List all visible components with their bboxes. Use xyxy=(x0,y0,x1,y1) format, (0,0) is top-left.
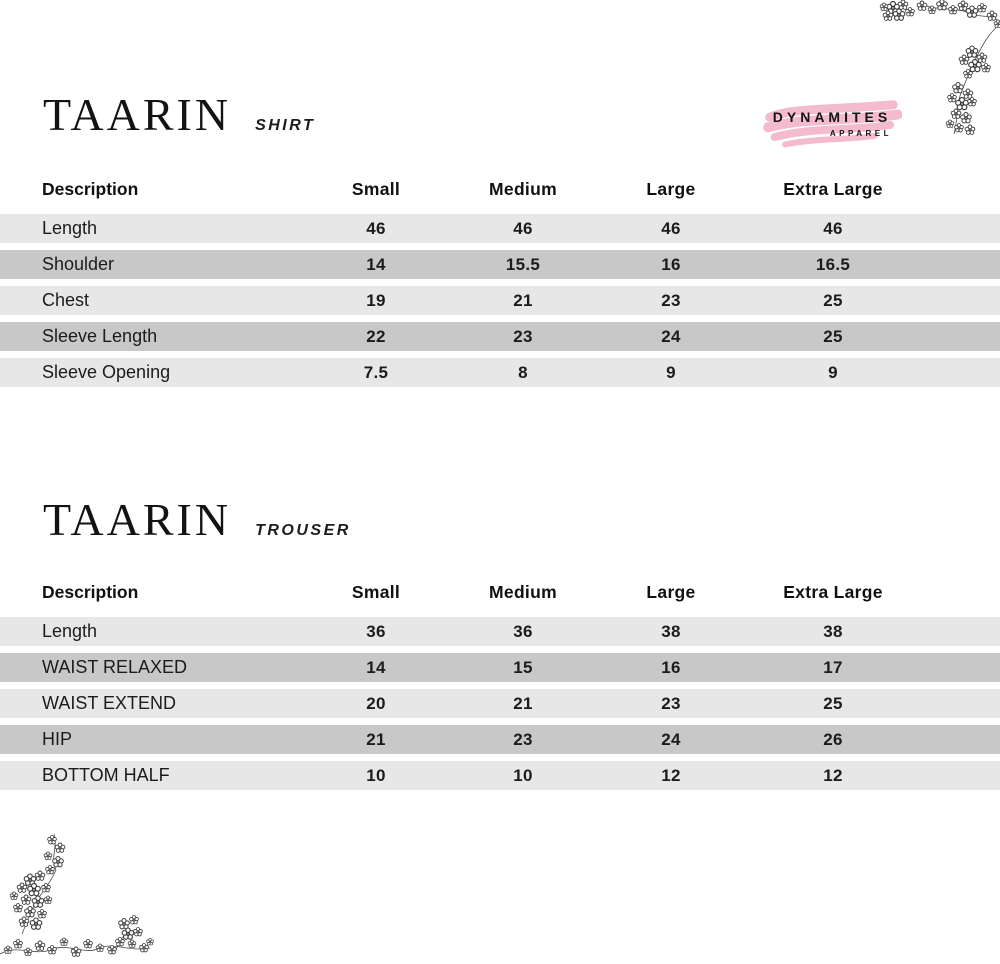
cell-large: 23 xyxy=(661,693,681,713)
cell-large: 16 xyxy=(661,254,681,274)
column-header-small: Small xyxy=(351,581,401,602)
cell-extra-large: 17 xyxy=(823,657,843,677)
cell-medium: 36 xyxy=(513,621,533,641)
trouser-table-header: Description Small Medium Large Extra Lar… xyxy=(0,579,1000,605)
row-label: WAIST EXTEND xyxy=(42,693,177,713)
cell-large: 12 xyxy=(661,765,681,785)
row-label: HIP xyxy=(42,729,73,749)
cell-extra-large: 26 xyxy=(823,729,843,749)
table-row: Shoulder 14 15.5 16 16.5 xyxy=(0,250,1000,279)
section-title-shirt: TAARIN SHIRT xyxy=(43,92,315,138)
garment-subtitle: SHIRT xyxy=(255,117,316,134)
column-header-small: Small xyxy=(351,178,401,199)
table-row: HIP 21 23 24 26 xyxy=(0,725,1000,754)
cell-extra-large: 46 xyxy=(823,218,843,238)
cell-medium: 21 xyxy=(513,693,533,713)
row-label: WAIST RELAXED xyxy=(42,657,188,677)
cell-extra-large: 25 xyxy=(823,326,843,346)
cell-extra-large: 16.5 xyxy=(815,254,851,274)
dynamites-apparel-logo: DYNAMITES APPAREL xyxy=(762,98,902,148)
cell-large: 24 xyxy=(661,729,681,749)
cell-small: 10 xyxy=(366,765,386,785)
section-title-trouser: TAARIN TROUSER xyxy=(43,497,351,543)
pink-scribble-icon xyxy=(763,100,902,148)
cell-extra-large: 38 xyxy=(823,621,843,641)
column-header-large: Large xyxy=(646,178,696,199)
cell-large: 16 xyxy=(661,657,681,677)
cell-medium: 8 xyxy=(518,362,528,382)
table-row: WAIST EXTEND 20 21 23 25 xyxy=(0,689,1000,718)
column-header-medium: Medium xyxy=(489,178,557,199)
cell-large: 9 xyxy=(666,362,676,382)
table-row: Length 36 36 38 38 xyxy=(0,617,1000,646)
row-label: BOTTOM HALF xyxy=(42,765,170,785)
column-header-large: Large xyxy=(646,581,696,602)
cell-medium: 23 xyxy=(513,326,533,346)
shirt-table-body: Length 46 46 46 46 Shoulder 14 15.5 16 1… xyxy=(0,214,1000,394)
row-label: Length xyxy=(42,218,98,238)
cell-medium: 21 xyxy=(513,290,533,310)
column-header-medium: Medium xyxy=(489,581,557,602)
cell-extra-large: 25 xyxy=(823,693,843,713)
cell-small: 7.5 xyxy=(363,362,389,382)
table-row: Sleeve Opening 7.5 8 9 9 xyxy=(0,358,1000,387)
shirt-table-header: Description Small Medium Large Extra Lar… xyxy=(0,176,1000,202)
cherry-blossom-bottom-left-icon xyxy=(0,833,154,957)
cell-small: 36 xyxy=(366,621,386,641)
table-row: WAIST RELAXED 14 15 16 17 xyxy=(0,653,1000,682)
column-header-extra-large: Extra Large xyxy=(783,581,883,602)
cell-extra-large: 9 xyxy=(828,362,838,382)
cell-small: 21 xyxy=(366,729,386,749)
table-row: BOTTOM HALF 10 10 12 12 xyxy=(0,761,1000,790)
logo-sub-name: APPAREL xyxy=(829,129,892,138)
column-header-description: Description xyxy=(42,581,139,602)
cell-large: 23 xyxy=(661,290,681,310)
row-label: Sleeve Length xyxy=(42,326,158,346)
cell-medium: 15 xyxy=(513,657,533,677)
row-label: Sleeve Opening xyxy=(42,362,171,382)
brand-title: TAARIN xyxy=(43,89,232,140)
table-row: Length 46 46 46 46 xyxy=(0,214,1000,243)
table-row: Sleeve Length 22 23 24 25 xyxy=(0,322,1000,351)
cell-medium: 23 xyxy=(513,729,533,749)
cell-large: 38 xyxy=(661,621,681,641)
logo-brand-name: DYNAMITES xyxy=(772,109,892,125)
cell-small: 20 xyxy=(366,693,386,713)
column-header-description: Description xyxy=(42,178,139,199)
cell-large: 46 xyxy=(661,218,681,238)
garment-subtitle: TROUSER xyxy=(255,522,351,539)
cell-medium: 46 xyxy=(513,218,533,238)
cell-small: 19 xyxy=(366,290,386,310)
trouser-table-body: Length 36 36 38 38 WAIST RELAXED 14 15 1… xyxy=(0,617,1000,797)
row-label: Length xyxy=(42,621,98,641)
cell-small: 46 xyxy=(366,218,386,238)
row-label: Chest xyxy=(42,290,90,310)
column-header-extra-large: Extra Large xyxy=(783,178,883,199)
cell-small: 22 xyxy=(366,326,386,346)
table-row: Chest 19 21 23 25 xyxy=(0,286,1000,315)
cell-medium: 15.5 xyxy=(505,254,541,274)
cell-extra-large: 12 xyxy=(823,765,843,785)
cell-large: 24 xyxy=(661,326,681,346)
row-label: Shoulder xyxy=(42,254,115,274)
cell-medium: 10 xyxy=(513,765,533,785)
cell-small: 14 xyxy=(366,254,386,274)
cherry-blossom-top-right-icon xyxy=(879,0,1000,135)
cell-small: 14 xyxy=(366,657,386,677)
brand-title: TAARIN xyxy=(43,494,232,545)
cell-extra-large: 25 xyxy=(823,290,843,310)
